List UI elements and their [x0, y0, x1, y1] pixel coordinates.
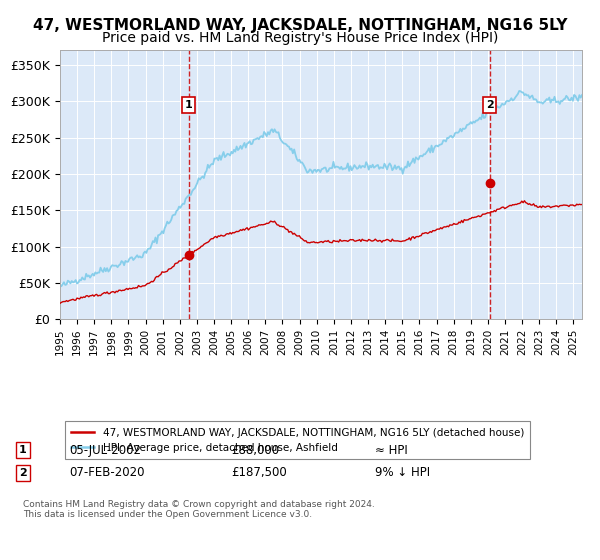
Text: £187,500: £187,500	[231, 466, 287, 479]
Text: 07-FEB-2020: 07-FEB-2020	[69, 466, 145, 479]
Text: 9% ↓ HPI: 9% ↓ HPI	[375, 466, 430, 479]
Text: Price paid vs. HM Land Registry's House Price Index (HPI): Price paid vs. HM Land Registry's House …	[102, 31, 498, 45]
Legend: 47, WESTMORLAND WAY, JACKSDALE, NOTTINGHAM, NG16 5LY (detached house), HPI: Aver: 47, WESTMORLAND WAY, JACKSDALE, NOTTINGH…	[65, 422, 530, 459]
Text: 47, WESTMORLAND WAY, JACKSDALE, NOTTINGHAM, NG16 5LY: 47, WESTMORLAND WAY, JACKSDALE, NOTTINGH…	[33, 18, 567, 33]
Text: 2: 2	[486, 100, 493, 110]
Text: £88,000: £88,000	[231, 444, 279, 457]
Text: 1: 1	[185, 100, 193, 110]
Text: 05-JUL-2002: 05-JUL-2002	[69, 444, 141, 457]
Text: 2: 2	[19, 468, 26, 478]
Text: 1: 1	[19, 445, 26, 455]
Text: Contains HM Land Registry data © Crown copyright and database right 2024.
This d: Contains HM Land Registry data © Crown c…	[23, 500, 374, 519]
Text: ≈ HPI: ≈ HPI	[375, 444, 408, 457]
